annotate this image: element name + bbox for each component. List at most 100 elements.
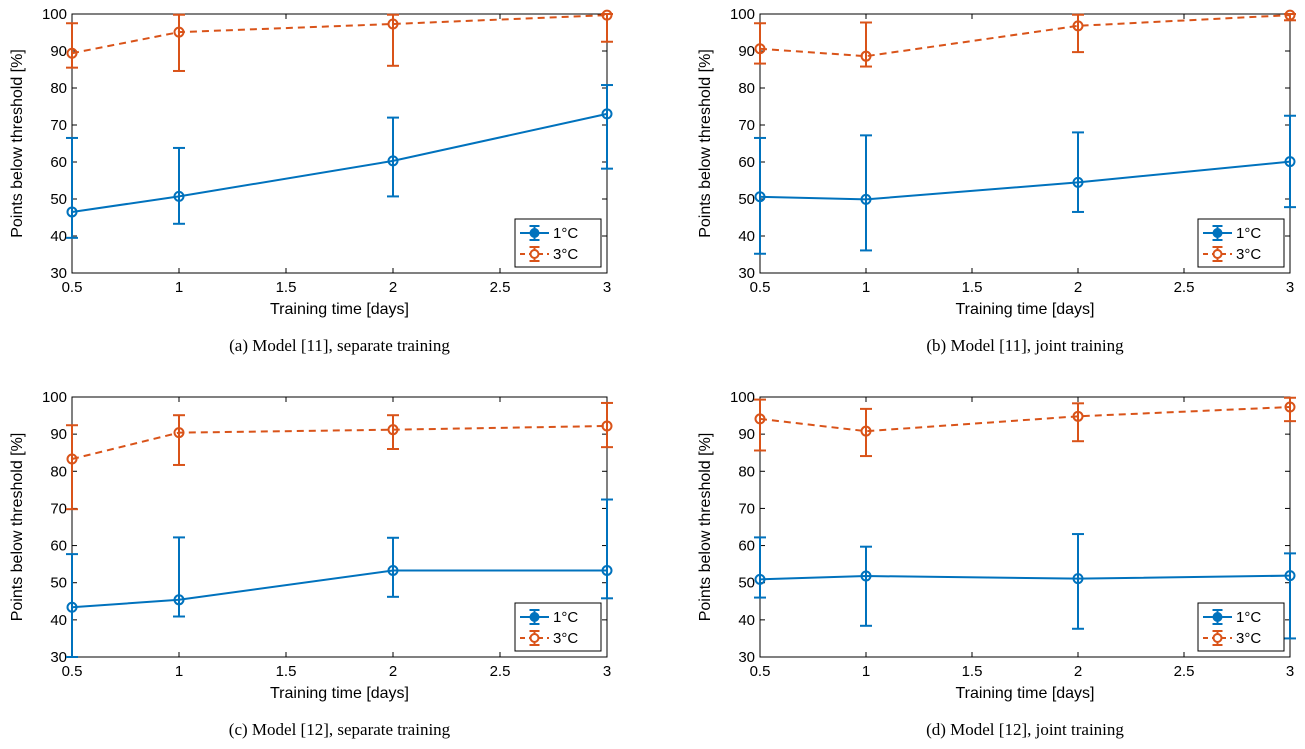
error-bar	[387, 536, 399, 598]
error-bar	[860, 21, 872, 68]
series-1	[66, 84, 613, 239]
error-bar	[754, 536, 766, 599]
y-tick-label: 40	[738, 612, 755, 629]
legend-label: 3°C	[1236, 630, 1261, 647]
error-bar	[66, 136, 78, 239]
x-tick-label: 1.5	[276, 663, 297, 680]
legend-marker	[529, 228, 540, 238]
data-point	[173, 427, 185, 439]
data-point	[1284, 156, 1296, 168]
error-bar	[860, 407, 872, 458]
data-point	[387, 18, 399, 30]
x-tick-label: 1	[175, 279, 183, 296]
data-point	[754, 413, 766, 425]
error-bar	[66, 22, 78, 69]
series-2	[66, 9, 613, 72]
error-bar	[387, 414, 399, 450]
legend-marker	[529, 249, 540, 259]
data-point	[860, 50, 872, 62]
x-axis-label: Training time [days]	[270, 301, 409, 318]
series-line	[71, 569, 607, 609]
panel-caption: (d) Model [12], joint training	[926, 720, 1124, 739]
x-tick-label: 1	[862, 279, 870, 296]
data-point	[1284, 570, 1296, 582]
data-point	[387, 424, 399, 436]
series-1	[754, 533, 1296, 640]
data-point	[601, 564, 613, 576]
series-1	[754, 114, 1296, 255]
y-tick-label: 30	[50, 265, 67, 282]
data-point	[1284, 401, 1296, 413]
x-tick-label: 1.5	[276, 279, 297, 296]
y-tick-label: 60	[738, 538, 755, 555]
data-point	[66, 206, 78, 218]
y-tick-label: 80	[50, 463, 67, 480]
y-tick-label: 50	[738, 191, 755, 208]
y-axis-label: Points below threshold [%]	[697, 433, 714, 622]
data-point	[173, 190, 185, 202]
data-point	[1072, 410, 1084, 422]
y-tick-label: 90	[738, 43, 755, 60]
y-tick-label: 50	[50, 575, 67, 592]
y-tick-label: 80	[738, 80, 755, 97]
x-tick-label: 2.5	[1174, 663, 1195, 680]
series-2	[754, 9, 1296, 68]
legend-entry: 3°C	[520, 630, 578, 647]
legend-label: 1°C	[553, 609, 578, 626]
x-tick-label: 1.5	[962, 279, 983, 296]
y-tick-label: 40	[50, 612, 67, 629]
error-bar	[601, 84, 613, 170]
legend-entry: 1°C	[520, 225, 578, 242]
chart-panel-a: 0.5 1 1.5 2 2.5 3 30 40 50 60 70 80 90 100 Training ti…	[9, 6, 613, 355]
error-bar	[754, 136, 766, 255]
chart-panel-c: 0.5 1 1.5 2 2.5 3 30 40 50 60 70 80 90 100 Training ti…	[9, 389, 613, 739]
y-tick-label: 30	[50, 649, 67, 666]
error-bar	[601, 498, 613, 600]
y-axis-label: Points below threshold [%]	[9, 433, 26, 622]
y-tick-label: 100	[730, 389, 755, 406]
y-axis-label: Points below threshold [%]	[697, 49, 714, 238]
series-line	[71, 14, 608, 55]
y-tick-label: 70	[50, 117, 67, 134]
y-tick-label: 80	[50, 80, 67, 97]
error-bar	[1284, 114, 1296, 209]
legend-box	[514, 602, 602, 652]
data-point	[387, 155, 399, 167]
x-tick-label: 0.5	[750, 279, 771, 296]
data-point	[860, 425, 872, 437]
data-point	[173, 26, 185, 38]
series-2	[66, 401, 613, 511]
data-point	[754, 573, 766, 585]
legend-entry: 3°C	[1203, 630, 1261, 647]
x-tick-label: 2.5	[490, 279, 511, 296]
y-tick-label: 100	[42, 389, 67, 406]
legend-label: 3°C	[1236, 246, 1261, 263]
data-point	[860, 570, 872, 582]
legend-label: 3°C	[553, 630, 578, 647]
data-point	[601, 108, 613, 120]
data-point	[601, 9, 613, 21]
series-line	[71, 424, 608, 460]
x-tick-label: 3	[1286, 279, 1294, 296]
x-tick-label: 3	[603, 279, 611, 296]
data-point	[601, 420, 613, 432]
x-tick-label: 0.5	[750, 663, 771, 680]
x-tick-label: 2	[389, 279, 397, 296]
legend-box	[514, 218, 602, 268]
legend-marker	[1212, 633, 1223, 643]
error-bar	[754, 398, 766, 452]
error-bar	[1072, 402, 1084, 443]
error-bar	[1072, 533, 1084, 630]
y-tick-label: 100	[42, 6, 67, 23]
y-tick-label: 90	[50, 426, 67, 443]
y-tick-label: 80	[738, 463, 755, 480]
legend-entry: 3°C	[1203, 246, 1261, 263]
x-axis-label: Training time [days]	[955, 685, 1094, 702]
panel-caption: (b) Model [11], joint training	[926, 336, 1124, 355]
error-bar	[66, 553, 78, 658]
data-point	[1072, 176, 1084, 188]
y-tick-label: 90	[50, 43, 67, 60]
chart-panel-b: 0.5 1 1.5 2 2.5 3 30 40 50 60 70 80 90 100 Training ti…	[697, 6, 1296, 355]
error-bar	[173, 146, 185, 225]
